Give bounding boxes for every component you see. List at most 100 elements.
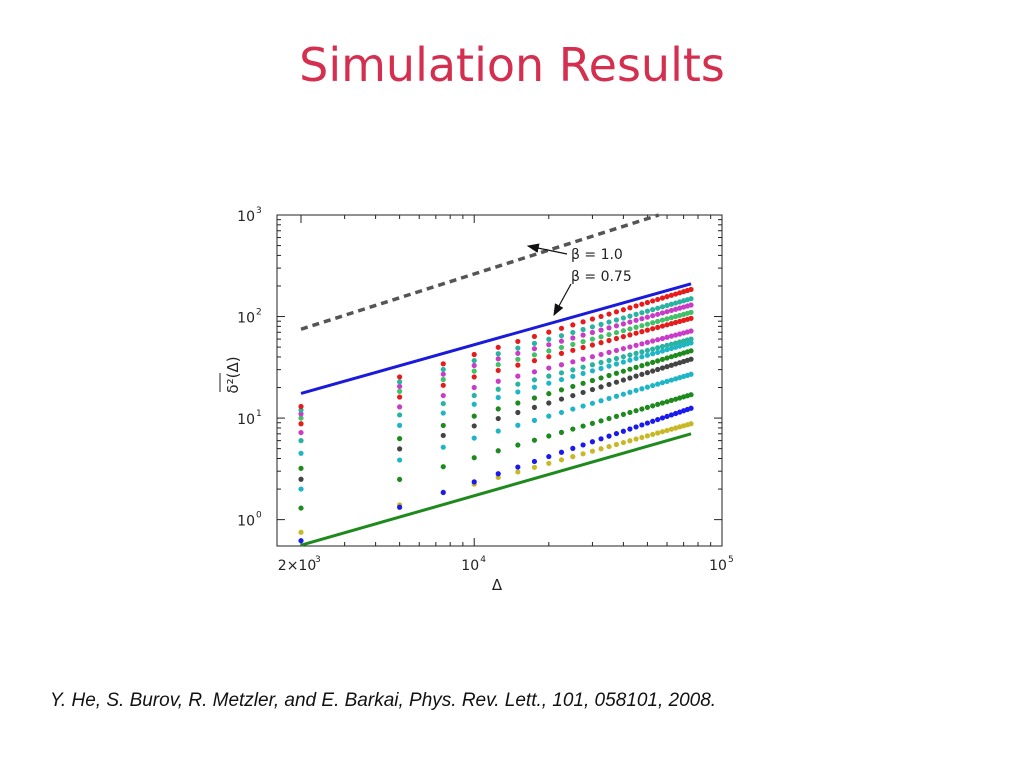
data-point-s2 xyxy=(495,471,501,477)
data-point-s3 xyxy=(627,409,633,416)
data-point-s12 xyxy=(570,335,576,341)
data-point-s13 xyxy=(397,379,403,385)
data-point-s6 xyxy=(558,387,565,393)
data-point-s11 xyxy=(495,362,501,368)
data-point-s12 xyxy=(606,325,612,331)
annotation-beta-075-label: β = 0.75 xyxy=(571,269,632,285)
data-point-s12 xyxy=(515,350,521,356)
data-point-s12 xyxy=(613,323,620,329)
data-point-s3 xyxy=(655,401,661,407)
data-point-s4 xyxy=(659,380,666,386)
data-point-s10 xyxy=(659,323,666,329)
data-point-s7 xyxy=(668,345,675,352)
data-point-s14 xyxy=(677,290,683,296)
annotation-beta-075: β = 0.75 xyxy=(553,269,632,317)
data-point-s12 xyxy=(495,356,501,362)
data-point-s10 xyxy=(644,327,651,333)
data-point-s8 xyxy=(298,438,304,444)
data-point-s7 xyxy=(655,349,661,355)
data-point-s7 xyxy=(546,380,552,386)
data-point-s12 xyxy=(650,313,656,319)
data-point-s8 xyxy=(644,347,651,354)
data-point-s3 xyxy=(589,420,596,426)
data-point-s2 xyxy=(558,449,565,455)
data-point-s10 xyxy=(613,335,620,342)
data-point-s8 xyxy=(627,352,633,358)
data-point-s11 xyxy=(558,344,565,351)
data-point-s3 xyxy=(620,411,626,417)
data-point-s1 xyxy=(620,439,626,446)
data-point-s14 xyxy=(471,351,477,358)
data-point-s2 xyxy=(659,415,666,421)
data-point-s13 xyxy=(688,296,694,302)
data-point-s2 xyxy=(633,424,639,430)
data-point-s10 xyxy=(688,315,694,321)
data-point-s4 xyxy=(580,403,586,409)
data-point-s13 xyxy=(606,319,612,325)
data-point-s14 xyxy=(580,319,586,325)
data-point-s1 xyxy=(298,529,304,535)
data-point-s13 xyxy=(650,307,656,313)
data-point-s2 xyxy=(673,410,679,417)
data-point-s14 xyxy=(639,301,645,307)
data-point-s6 xyxy=(440,422,446,429)
data-point-s8 xyxy=(688,336,694,342)
data-point-s14 xyxy=(558,325,565,331)
data-point-s3 xyxy=(633,408,639,414)
data-point-s6 xyxy=(659,356,666,363)
data-point-s2 xyxy=(620,428,626,434)
data-point-s3 xyxy=(531,437,538,443)
data-point-s4 xyxy=(531,417,538,423)
data-point-s14 xyxy=(688,286,694,293)
data-point-s9 xyxy=(570,359,576,365)
data-point-s2 xyxy=(298,538,304,544)
annotation-beta-1: β = 1.0 xyxy=(526,243,623,263)
data-point-s12 xyxy=(397,383,403,389)
data-point-s10 xyxy=(495,367,501,374)
data-point-s8 xyxy=(639,349,645,355)
data-point-s4 xyxy=(633,387,639,394)
data-point-s3 xyxy=(440,464,446,470)
y-tick-exponent: 2 xyxy=(256,308,262,318)
data-point-s5 xyxy=(668,362,675,368)
data-point-s2 xyxy=(664,413,670,420)
data-point-s6 xyxy=(570,383,576,390)
data-point-s5 xyxy=(639,371,645,377)
data-point-s9 xyxy=(673,332,679,338)
data-point-s6 xyxy=(515,400,521,406)
x-tick-label: 10 xyxy=(709,558,727,574)
data-point-s2 xyxy=(639,422,645,428)
data-point-s7 xyxy=(397,422,403,428)
data-point-s5 xyxy=(659,365,666,371)
data-point-s11 xyxy=(677,312,683,319)
data-point-s10 xyxy=(397,394,403,400)
data-point-s2 xyxy=(440,489,446,496)
data-point-s14 xyxy=(546,329,552,335)
x-tick-exponent: 5 xyxy=(728,555,734,565)
data-point-s11 xyxy=(627,326,633,332)
data-point-s4 xyxy=(613,393,620,399)
data-point-s4 xyxy=(495,428,501,434)
data-point-s6 xyxy=(650,359,656,365)
data-point-s13 xyxy=(580,326,586,333)
data-point-s4 xyxy=(627,389,633,395)
data-point-s12 xyxy=(471,362,477,369)
data-point-s3 xyxy=(495,448,501,454)
data-point-s12 xyxy=(440,371,446,377)
data-point-s7 xyxy=(515,389,521,395)
data-point-s3 xyxy=(639,406,645,412)
data-point-s2 xyxy=(655,416,661,423)
data-point-s3 xyxy=(606,415,612,422)
data-point-s9 xyxy=(613,347,620,354)
data-point-s13 xyxy=(440,366,446,373)
data-point-s6 xyxy=(613,370,620,376)
x-tick-exponent: 4 xyxy=(480,555,486,565)
data-point-s9 xyxy=(633,342,639,348)
data-point-s3 xyxy=(677,395,683,401)
data-point-s6 xyxy=(598,375,604,381)
data-point-s10 xyxy=(620,334,626,340)
data-point-s7 xyxy=(598,365,604,371)
data-point-s11 xyxy=(606,331,612,338)
data-point-s9 xyxy=(606,349,612,355)
data-point-s9 xyxy=(650,338,656,344)
